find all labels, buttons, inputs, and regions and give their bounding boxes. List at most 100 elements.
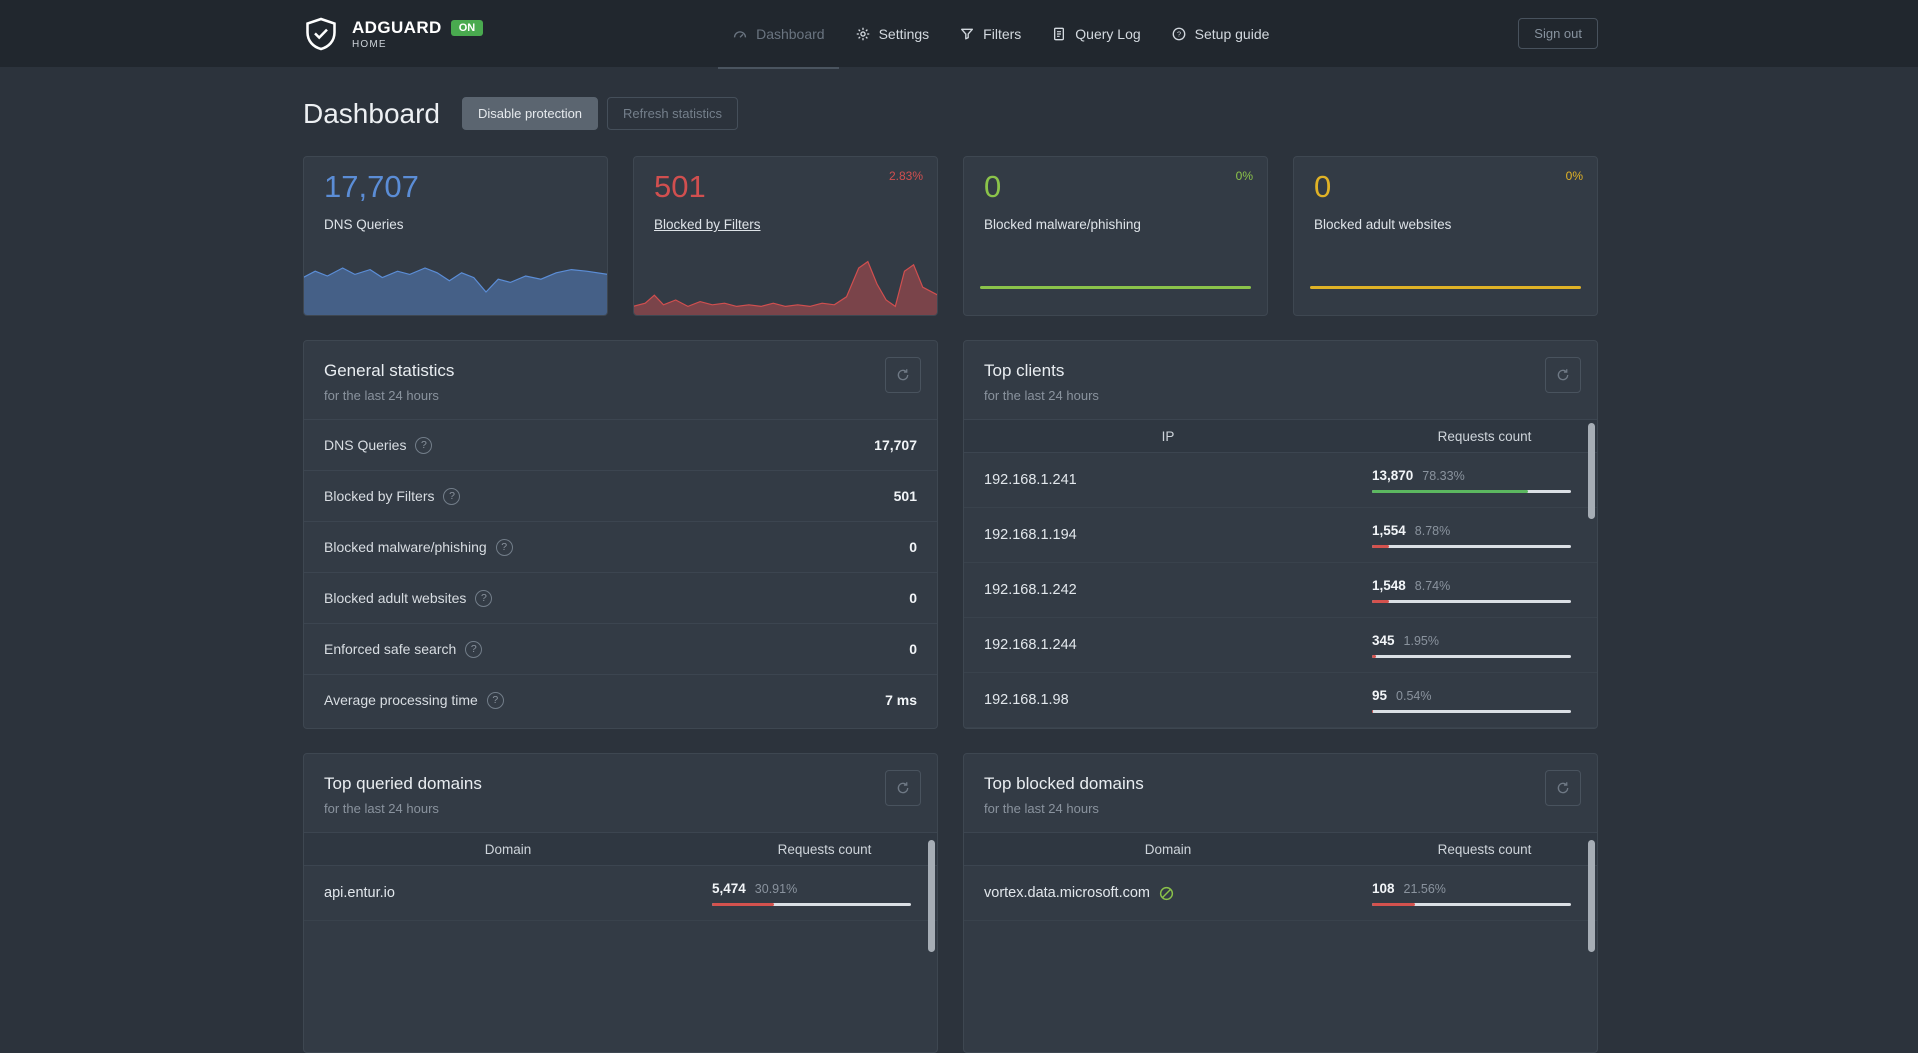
- scrollbar[interactable]: [928, 840, 935, 952]
- count-value: 1,548: [1372, 577, 1406, 593]
- sign-out-button[interactable]: Sign out: [1518, 18, 1598, 49]
- nav-label: Filters: [983, 25, 1022, 42]
- count-percent: 21.56%: [1403, 881, 1446, 896]
- row-main-label[interactable]: 192.168.1.241: [964, 472, 1372, 488]
- row-main-label[interactable]: 192.168.1.194: [964, 527, 1372, 543]
- general-statistics-rows: DNS Queries? 17,707 Blocked by Filters? 501…: [304, 419, 937, 725]
- row-requests-count: 5,474 30.91%: [712, 881, 937, 906]
- adguard-home-logo[interactable]: ADGUARD ON HOME: [303, 14, 484, 54]
- nav-link-query-log[interactable]: Query Log: [1051, 0, 1141, 67]
- row-main-label[interactable]: 192.168.1.244: [964, 637, 1372, 653]
- refresh-icon: [1557, 369, 1569, 381]
- stat-percent: 0%: [1235, 169, 1253, 183]
- help-icon[interactable]: ?: [443, 487, 461, 505]
- count-percent: 8.78%: [1414, 523, 1451, 538]
- brand-title: ADGUARD: [352, 17, 442, 37]
- help-icon[interactable]: ?: [475, 589, 493, 607]
- refresh-icon-button[interactable]: [885, 770, 921, 806]
- table-row: 192.168.1.98 95 0.54%: [964, 673, 1597, 728]
- stat-row-blocked-by-filters: Blocked by Filters? 501: [304, 470, 937, 521]
- table-row: 192.168.1.241 13,870 78.33%: [964, 453, 1597, 508]
- panel-head: Top clients for the last 24 hours: [964, 341, 1597, 419]
- top-queried-domains-rows: api.entur.io 5,474 30.91%: [304, 866, 937, 921]
- help-icon[interactable]: ?: [465, 640, 483, 658]
- row-requests-count: 1,554 8.78%: [1372, 523, 1597, 548]
- blocked-service-icon: [1159, 886, 1174, 900]
- stat-label: Blocked adult websites: [1314, 217, 1452, 232]
- count-percent: 1.95%: [1403, 633, 1439, 648]
- stat-value: 17,707: [324, 169, 419, 204]
- refresh-icon: [897, 369, 909, 381]
- table-row: api.entur.io 5,474 30.91%: [304, 866, 937, 921]
- table-header: Domain Requests count: [304, 832, 937, 866]
- nav-link-dashboard[interactable]: Dashboard: [718, 0, 839, 69]
- stat-row-label: Blocked adult websites: [324, 590, 467, 606]
- panel-head: General statistics for the last 24 hours: [304, 341, 937, 419]
- help-icon[interactable]: ?: [415, 436, 433, 454]
- stat-row-label: DNS Queries: [324, 437, 407, 453]
- count-percent: 8.74%: [1414, 578, 1451, 593]
- panel-head: Top blocked domains for the last 24 hour…: [964, 754, 1597, 832]
- flat-line: [980, 286, 1251, 289]
- progress-bar: [1372, 902, 1571, 906]
- stat-label[interactable]: Blocked by Filters: [654, 217, 761, 232]
- panel-title: Top blocked domains: [984, 774, 1144, 793]
- stat-row-blocked-malware-phishing: Blocked malware/phishing? 0: [304, 521, 937, 572]
- help-icon[interactable]: ?: [495, 538, 513, 556]
- nav-link-setup-guide[interactable]: ? Setup guide: [1171, 0, 1269, 67]
- general-statistics-panel: General statistics for the last 24 hours…: [303, 340, 938, 729]
- row-main-text: 192.168.1.98: [984, 692, 1069, 708]
- count-percent: 0.54%: [1396, 688, 1432, 703]
- panel-subtitle: for the last 24 hours: [984, 388, 1099, 403]
- refresh-icon-button[interactable]: [1545, 357, 1581, 393]
- nav-links: Dashboard Settings Filters Query Log ? Setup …: [718, 0, 1269, 69]
- refresh-statistics-button[interactable]: Refresh statistics: [607, 97, 739, 130]
- row-main-text: api.entur.io: [324, 885, 395, 901]
- progress-bar: [1372, 544, 1571, 548]
- refresh-icon-button[interactable]: [1545, 770, 1581, 806]
- help-icon[interactable]: ?: [486, 691, 504, 709]
- blue-area-sparkline: [304, 252, 607, 315]
- stat-cards: 17,707 DNS Queries 2.83% 501 Blocked by Filt…: [303, 156, 1598, 316]
- nav-link-filters[interactable]: Filters: [959, 0, 1021, 67]
- stat-row-blocked-adult-websites: Blocked adult websites? 0: [304, 572, 937, 623]
- row-main-label[interactable]: api.entur.io: [304, 885, 712, 901]
- column-header-requests-count: Requests count: [1437, 428, 1532, 444]
- nav-link-settings[interactable]: Settings: [855, 0, 929, 67]
- panel-title: Top clients: [984, 361, 1065, 380]
- top-clients-panel: Top clients for the last 24 hours IP Req…: [963, 340, 1598, 729]
- table-header: IP Requests count: [964, 419, 1597, 453]
- panel-head: Top queried domains for the last 24 hour…: [304, 754, 937, 832]
- panel-title: Top queried domains: [324, 774, 482, 793]
- row-main-label[interactable]: 192.168.1.98: [964, 692, 1372, 708]
- stat-row-label: Average processing time: [324, 692, 478, 708]
- stat-row-label: Blocked by Filters: [324, 488, 435, 504]
- flat-line: [1310, 286, 1581, 289]
- table-row: 192.168.1.244 345 1.95%: [964, 618, 1597, 673]
- disable-protection-button[interactable]: Disable protection: [461, 97, 599, 130]
- stat-row-value: 7 ms: [885, 692, 917, 708]
- count-value: 5,474: [712, 880, 746, 896]
- row-requests-count: 345 1.95%: [1372, 633, 1597, 658]
- gear-icon: [855, 26, 871, 42]
- column-header-domain: Domain: [484, 841, 532, 857]
- stat-card-dns-queries: 17,707 DNS Queries: [303, 156, 608, 316]
- count-value: 108: [1372, 880, 1395, 896]
- scrollbar[interactable]: [1588, 840, 1595, 952]
- stat-row-average-processing-time: Average processing time? 7 ms: [304, 674, 937, 725]
- refresh-icon-button[interactable]: [885, 357, 921, 393]
- scrollbar[interactable]: [1588, 423, 1595, 519]
- stat-card-blocked-by-filters: 2.83% 501 Blocked by Filters: [633, 156, 938, 316]
- stat-label: DNS Queries: [324, 217, 404, 232]
- progress-bar: [1372, 654, 1571, 658]
- stat-row-value: 17,707: [874, 437, 917, 453]
- red-area-sparkline: [634, 252, 937, 315]
- progress-bar: [1372, 489, 1571, 493]
- stat-percent: 2.83%: [888, 169, 923, 183]
- stat-label: Blocked malware/phishing: [984, 217, 1141, 232]
- stat-row-value: 0: [909, 590, 917, 606]
- row-main-label[interactable]: 192.168.1.242: [964, 582, 1372, 598]
- statistics-row: General statistics for the last 24 hours…: [303, 340, 1598, 729]
- row-main-label[interactable]: vortex.data.microsoft.com: [964, 885, 1372, 902]
- panel-title: General statistics: [324, 361, 455, 380]
